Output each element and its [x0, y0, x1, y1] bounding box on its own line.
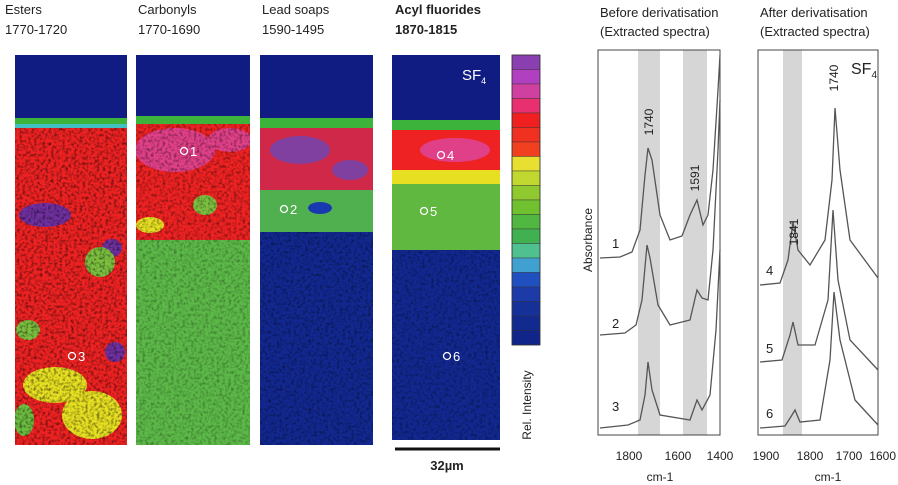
trace-label: 6 — [766, 406, 773, 421]
spectra-subtitle: (Extracted spectra) — [600, 24, 710, 39]
color-bar-cell — [511, 243, 541, 259]
lead-soaps-map — [260, 55, 373, 445]
point-label: 6 — [453, 349, 460, 364]
point-label: 1 — [190, 144, 197, 159]
spectra-subtitle: (Extracted spectra) — [760, 24, 870, 39]
map-annotation: SF4 — [462, 67, 486, 86]
color-bar — [511, 54, 541, 346]
trace-label: 2 — [612, 316, 619, 331]
spectrum-trace — [599, 99, 721, 336]
spectrum-trace — [599, 249, 721, 429]
color-bar-cell — [511, 301, 541, 317]
color-bar-cell — [511, 228, 541, 244]
color-bar-cell — [511, 170, 541, 186]
color-bar-cell — [511, 54, 541, 70]
map-range: 1590-1495 — [262, 22, 324, 37]
map-range: 1770-1720 — [5, 22, 67, 37]
x-tick-label: 1400 — [707, 449, 734, 463]
acyl-fluorides-map — [392, 55, 500, 440]
color-bar-cell — [511, 98, 541, 114]
trace-label: 1 — [612, 236, 619, 251]
peak-label: 1841 — [787, 218, 801, 245]
carbonyls-map — [136, 55, 250, 445]
highlight-band — [683, 50, 707, 435]
trace-label: 4 — [766, 263, 773, 278]
y-axis-label: Absorbance — [581, 208, 595, 272]
color-bar-cell — [511, 141, 541, 157]
color-bar-cell — [511, 199, 541, 215]
x-tick-label: 1600 — [869, 449, 896, 463]
color-bar-cell — [511, 315, 541, 331]
spectra-frame — [597, 49, 721, 436]
spectra-annotation: SF4 — [851, 61, 877, 81]
color-bar-cell — [511, 214, 541, 230]
map-title: Lead soaps — [262, 2, 330, 17]
annotation-subscript: 4 — [481, 76, 486, 86]
x-tick-label: 1900 — [753, 449, 780, 463]
color-bar-cell — [511, 185, 541, 201]
annotation-text: SF — [462, 67, 481, 84]
color-bar-cell — [511, 272, 541, 288]
trace-label: 5 — [766, 341, 773, 356]
map-range: 1770-1690 — [138, 22, 200, 37]
color-bar-cell — [511, 286, 541, 302]
map-title: Carbonyls — [138, 2, 197, 17]
annotation-subscript: 4 — [871, 70, 877, 81]
color-bar-cell — [511, 112, 541, 128]
x-tick-label: 1600 — [665, 449, 692, 463]
scale-bar-label: 32µm — [430, 458, 464, 473]
peak-label: 1591 — [688, 164, 702, 191]
trace-label: 3 — [612, 399, 619, 414]
color-bar-cell — [511, 156, 541, 172]
point-label: 3 — [78, 349, 85, 364]
spectrum-trace — [759, 209, 879, 371]
spectra-title: After derivatisation — [760, 5, 868, 20]
color-bar-cell — [511, 257, 541, 273]
annotation-text: SF — [851, 61, 872, 78]
spectrum-trace — [759, 107, 879, 286]
spectra-frame — [757, 49, 879, 436]
spectrum-trace — [599, 54, 721, 259]
x-tick-label: 1800 — [797, 449, 824, 463]
x-tick-label: 1800 — [616, 449, 643, 463]
spectrum-trace — [759, 291, 879, 429]
x-axis-label: cm-1 — [647, 470, 674, 484]
color-bar-cell — [511, 83, 541, 99]
point-markers — [67, 146, 452, 361]
x-tick-label: 1700 — [836, 449, 863, 463]
color-bar-label: Rel. Intensity — [520, 370, 534, 439]
color-bar-cell — [511, 330, 541, 346]
spectra-title: Before derivatisation — [600, 5, 719, 20]
esters-map — [15, 55, 127, 445]
point-label: 2 — [290, 202, 297, 217]
x-axis-label: cm-1 — [815, 470, 842, 484]
color-bar-frame — [511, 54, 541, 346]
map-title: Esters — [5, 2, 42, 17]
color-bar-cell — [511, 69, 541, 85]
point-label: 4 — [447, 148, 454, 163]
map-title: Acyl fluorides — [395, 2, 481, 17]
map-range: 1870-1815 — [395, 22, 457, 37]
highlight-band — [638, 50, 660, 435]
point-label: 5 — [430, 204, 437, 219]
color-bar-cell — [511, 127, 541, 143]
peak-label: 1740 — [827, 64, 841, 91]
peak-label: 1740 — [642, 108, 656, 135]
